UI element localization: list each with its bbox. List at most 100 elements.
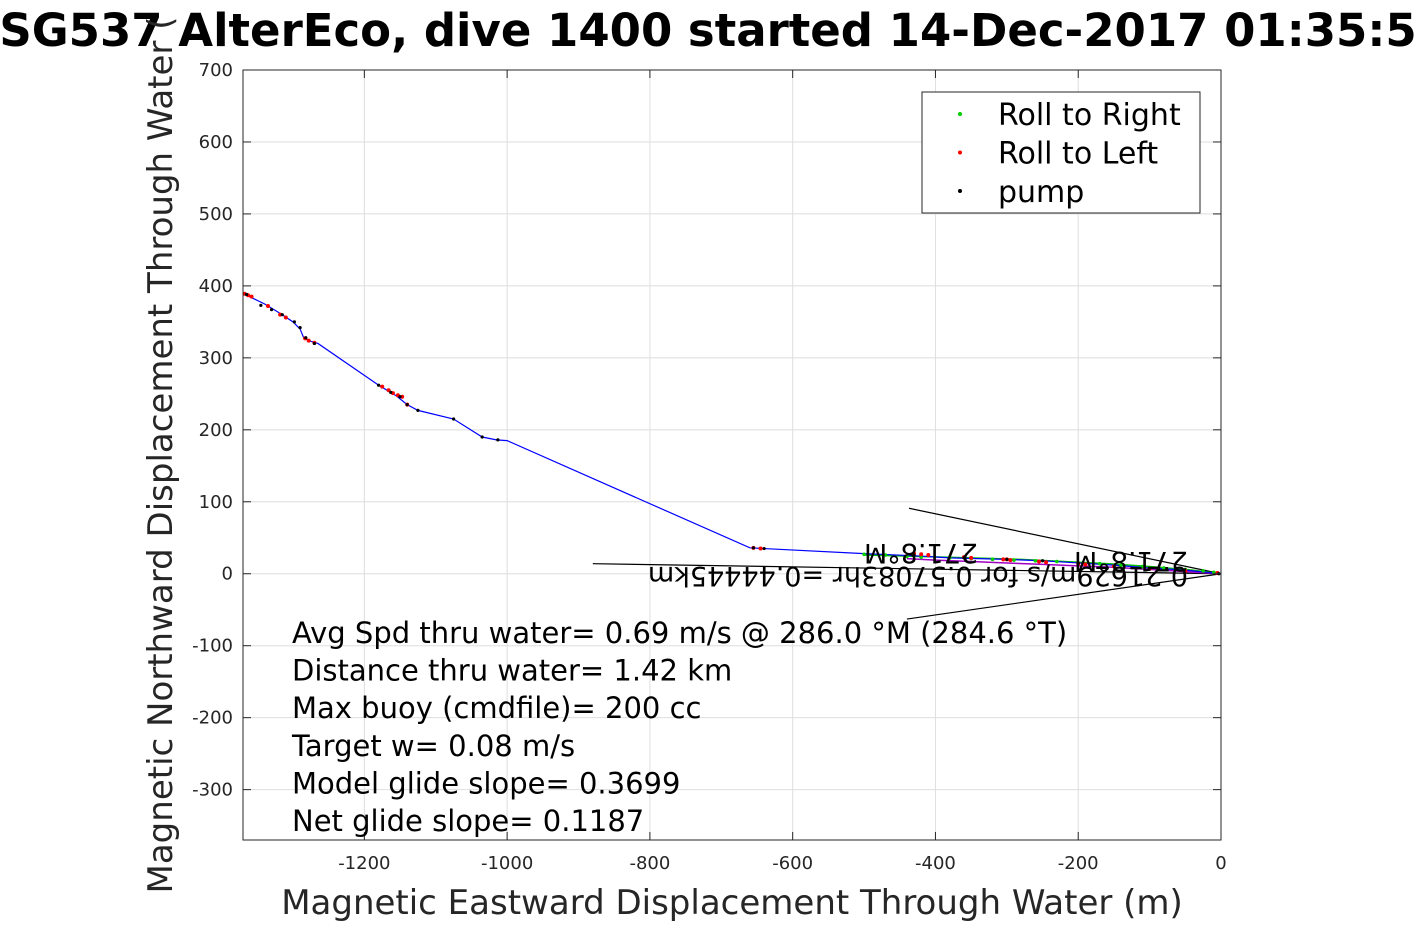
direction-lines [592, 507, 1222, 620]
y-tick-label: 700 [199, 60, 233, 81]
pump-point [280, 313, 284, 317]
y-tick-label: 600 [199, 132, 233, 153]
pump-point [751, 546, 756, 550]
roll-right-point [947, 556, 952, 560]
summary-annotations: Avg Spd thru water= 0.69 m/s @ 286.0 °M … [291, 616, 1067, 838]
roll-right-point [1012, 558, 1016, 562]
pump-point [269, 308, 274, 312]
direction-line [908, 507, 1222, 575]
legend-marker [958, 189, 962, 193]
roll-right-point [919, 555, 923, 559]
pump-point [298, 326, 302, 330]
x-tick-label: -1200 [338, 853, 390, 874]
x-tick-label: -400 [915, 853, 956, 874]
y-tick-label: 400 [199, 276, 233, 297]
current-heading-label: 271.8°M [864, 537, 978, 568]
legend-marker [958, 150, 962, 155]
roll-right-point [1162, 566, 1166, 570]
pump-point [416, 408, 420, 412]
pump-point [244, 292, 249, 297]
y-axis-label: Magnetic Northward Displacement Through … [141, 17, 181, 894]
roll-left-point [1001, 557, 1006, 562]
x-tick-label: -200 [1058, 853, 1099, 874]
pump-point [912, 553, 916, 557]
pump-point [405, 403, 409, 407]
roll-right-point [1212, 570, 1216, 575]
pump-point [259, 303, 263, 307]
pump-point [496, 438, 500, 442]
roll-right-point [862, 552, 866, 557]
roll-right-point [990, 557, 995, 562]
current-labels: 0.21629m/s for 0.57083hr =0.44445km271.8… [648, 537, 1188, 591]
legend-label: pump [998, 175, 1084, 210]
y-tick-label: 500 [199, 204, 233, 225]
roll-left-track [906, 557, 1222, 575]
annotation-line: Avg Spd thru water= 0.69 m/s @ 286.0 °M … [292, 616, 1067, 650]
roll-right-point [1201, 569, 1205, 573]
pump-point [451, 417, 456, 421]
roll-left-point [1147, 566, 1152, 571]
annotation-line: Max buoy (cmdfile)= 200 cc [292, 691, 701, 725]
roll-right-point [1119, 563, 1123, 567]
roll-left-point [926, 553, 931, 558]
legend-box [921, 91, 1201, 214]
roll-left-point [1111, 564, 1116, 569]
annotation-line: Net glide slope= 0.1187 [292, 804, 644, 838]
roll-right-point [1140, 564, 1145, 569]
pump-point [1005, 557, 1009, 561]
roll-left-point [283, 315, 288, 320]
direction-line [592, 563, 1222, 575]
pump-point [480, 435, 484, 439]
roll-left-point [380, 384, 385, 389]
roll-left-point [1083, 562, 1088, 567]
chart-title: SG537 AlterEco, dive 1400 started 14-Dec… [0, 4, 1417, 57]
data-points [242, 291, 1221, 576]
y-tick-label: 100 [199, 492, 233, 513]
roll-left-point [758, 546, 763, 551]
pump-point [398, 395, 402, 399]
roll-right-point [1033, 558, 1038, 563]
y-tick-label: -200 [192, 708, 233, 729]
pump-point [304, 336, 308, 340]
current-speed-label: 0.21629m/s for 0.57083hr =0.44445km [648, 560, 1188, 591]
legend-marker [958, 112, 962, 116]
legend-label: Roll to Left [998, 137, 1158, 172]
y-tick-label: 200 [199, 420, 233, 441]
x-tick-label: -1000 [481, 853, 533, 874]
pump-point [377, 383, 381, 387]
roll-right-point [1055, 559, 1059, 564]
roll-right-point [905, 554, 909, 559]
pump-point [962, 556, 966, 560]
current-heading-label: 271.8°M [1074, 545, 1188, 576]
roll-left-point [919, 552, 924, 557]
roll-left-point [1183, 568, 1188, 573]
roll-left-point [1036, 559, 1041, 564]
roll-left-point [306, 338, 311, 343]
legend-label: Roll to Right [998, 98, 1181, 133]
direction-line [906, 573, 1222, 620]
y-tick-label: 0 [222, 564, 233, 585]
pump-point [1076, 561, 1080, 565]
x-axis-label: Magnetic Eastward Displacement Through W… [281, 883, 1183, 923]
roll-right-point [883, 553, 888, 557]
pump-point [389, 390, 393, 394]
roll-left-point [1044, 560, 1049, 565]
x-tick-label: -800 [629, 853, 670, 874]
pump-point [292, 320, 296, 324]
y-tick-label: -100 [192, 636, 233, 657]
plot-frame [242, 69, 1222, 841]
annotation-line: Target w= 0.08 m/s [291, 729, 575, 763]
tracks [242, 292, 1222, 575]
y-tick-label: 300 [199, 348, 233, 369]
roll-left-point [1008, 558, 1013, 563]
x-tick-label: 0 [1215, 853, 1226, 874]
roll-left-point [386, 388, 391, 393]
pump-point [1040, 559, 1045, 563]
roll-right-point [1097, 561, 1102, 566]
y-tick-label: -300 [192, 780, 233, 801]
annotation-line: Model glide slope= 0.3699 [292, 766, 680, 800]
roll-left-point [265, 304, 270, 309]
roll-left-point [969, 555, 974, 560]
